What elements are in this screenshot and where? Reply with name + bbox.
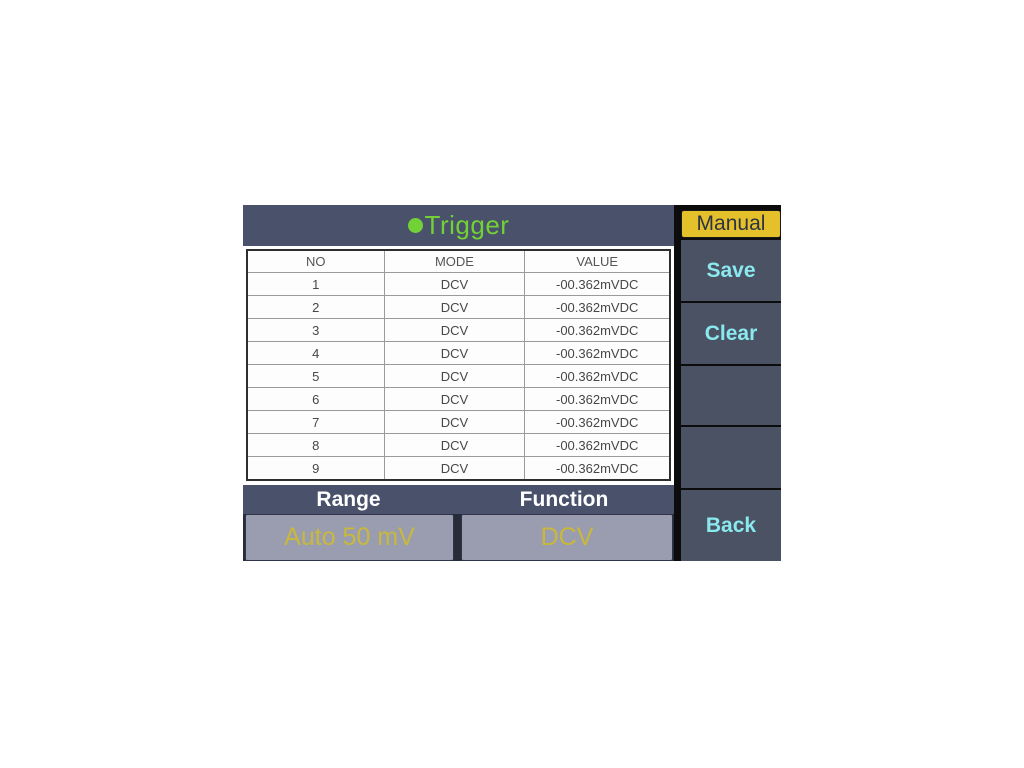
manual-mode-button[interactable]: Manual: [681, 210, 781, 238]
table-row: 2 DCV -00.362mVDC: [246, 295, 671, 320]
table-row: 8 DCV -00.362mVDC: [246, 433, 671, 458]
cell-value: -00.362mVDC: [524, 295, 671, 320]
table-row: 3 DCV -00.362mVDC: [246, 318, 671, 343]
cell-mode: DCV: [383, 387, 526, 412]
device-screen: Trigger NO MODE VALUE 1 DCV -00.362mVDC: [243, 205, 781, 561]
cell-mode: DCV: [383, 410, 526, 435]
softkey-clear[interactable]: Clear: [681, 303, 781, 364]
trigger-status-dot: [407, 217, 423, 233]
cell-mode: DCV: [383, 364, 526, 389]
title-bar: Trigger: [243, 205, 674, 246]
cell-no: 8: [246, 433, 385, 458]
cell-value: -00.362mVDC: [524, 272, 671, 297]
cell-value: -00.362mVDC: [524, 387, 671, 412]
cell-value: -00.362mVDC: [524, 433, 671, 458]
cell-no: 5: [246, 364, 385, 389]
cell-no: 2: [246, 295, 385, 320]
cell-mode: DCV: [383, 341, 526, 366]
cell-no: 9: [246, 456, 385, 481]
table-header-row: NO MODE VALUE: [246, 249, 671, 274]
table-row: 1 DCV -00.362mVDC: [246, 272, 671, 297]
readings-table-zone: NO MODE VALUE 1 DCV -00.362mVDC 2 DCV -0…: [243, 245, 674, 485]
cell-value: -00.362mVDC: [524, 318, 671, 343]
cell-no: 4: [246, 341, 385, 366]
footer-labels: Range Function: [243, 484, 674, 515]
cell-mode: DCV: [383, 295, 526, 320]
main-panel: Trigger NO MODE VALUE 1 DCV -00.362mVDC: [243, 205, 674, 561]
softkey-empty-1[interactable]: [681, 366, 781, 425]
range-label: Range: [316, 487, 381, 511]
cell-no: 3: [246, 318, 385, 343]
cell-no: 7: [246, 410, 385, 435]
cell-no: 1: [246, 272, 385, 297]
table-row: 4 DCV -00.362mVDC: [246, 341, 671, 366]
footer-buttons: Auto 50 mV DCV: [243, 514, 674, 561]
header-value: VALUE: [524, 249, 671, 274]
softkey-back[interactable]: Back: [681, 490, 781, 561]
function-button[interactable]: DCV: [461, 514, 673, 561]
table-row: 7 DCV -00.362mVDC: [246, 410, 671, 435]
softkey-empty-2[interactable]: [681, 427, 781, 488]
cell-value: -00.362mVDC: [524, 410, 671, 435]
range-button[interactable]: Auto 50 mV: [245, 514, 454, 561]
panel-divider: [674, 205, 681, 561]
cell-value: -00.362mVDC: [524, 341, 671, 366]
readings-table: NO MODE VALUE 1 DCV -00.362mVDC 2 DCV -0…: [246, 248, 671, 481]
cell-mode: DCV: [383, 456, 526, 481]
header-no: NO: [246, 249, 385, 274]
cell-mode: DCV: [383, 318, 526, 343]
cell-value: -00.362mVDC: [524, 364, 671, 389]
table-row: 5 DCV -00.362mVDC: [246, 364, 671, 389]
table-row: 9 DCV -00.362mVDC: [246, 456, 671, 481]
softkey-sidebar: Manual Save Clear Back: [681, 205, 781, 561]
screen-title: Trigger: [424, 209, 510, 240]
table-row: 6 DCV -00.362mVDC: [246, 387, 671, 412]
softkey-save[interactable]: Save: [681, 240, 781, 301]
cell-no: 6: [246, 387, 385, 412]
cell-value: -00.362mVDC: [524, 456, 671, 481]
cell-mode: DCV: [383, 272, 526, 297]
cell-mode: DCV: [383, 433, 526, 458]
function-label: Function: [519, 487, 609, 511]
header-mode: MODE: [383, 249, 526, 274]
